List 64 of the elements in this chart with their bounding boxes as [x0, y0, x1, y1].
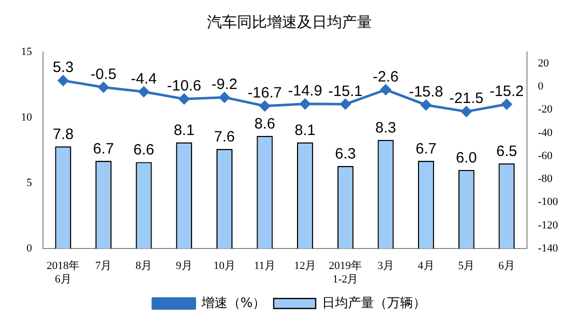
data-label: 5.3	[52, 59, 74, 76]
data-label: -21.5	[449, 90, 484, 108]
y-tick-label: 15	[21, 46, 32, 58]
data-label: -15.1	[328, 82, 362, 100]
y2-tick-label: -120	[538, 219, 558, 232]
point	[300, 98, 310, 110]
legend-label: 日均产量（万辆）	[322, 296, 426, 311]
x-tick-label: 10月	[213, 260, 236, 272]
data-label: -16.7	[248, 84, 282, 102]
y2-tick-label: 20	[538, 57, 550, 70]
data-label: 6.6	[133, 142, 154, 159]
point	[98, 82, 109, 93]
x-tick-label: 2018年 6月	[46, 260, 80, 286]
chart-title: 汽车同比增速及日均产量	[207, 12, 372, 31]
data-label: -15.2	[490, 82, 524, 100]
x-tick-label: 2019年 1-2月	[328, 260, 362, 286]
point	[501, 99, 512, 110]
data-label: 6.7	[416, 140, 436, 158]
y2-tick-label: -140	[538, 242, 558, 254]
x-tick-label: 6月	[498, 260, 515, 272]
y2-tick-label: -80	[538, 173, 553, 186]
data-label: -4.4	[130, 70, 157, 88]
data-label: 8.1	[174, 122, 195, 140]
point	[178, 94, 190, 104]
data-label: -0.5	[90, 66, 116, 83]
data-label: 8.3	[375, 119, 396, 136]
x-tick-label: 5月	[458, 260, 475, 272]
y2-tick-label: -60	[538, 150, 553, 162]
y2-tick-label: 0	[538, 80, 544, 93]
data-label: 6.0	[456, 150, 477, 167]
point	[260, 100, 270, 112]
point	[138, 86, 150, 98]
data-label: 7.6	[214, 128, 235, 146]
data-label: 8.1	[294, 122, 316, 140]
x-tick-label: 11月	[254, 260, 276, 272]
data-label: 7.8	[52, 126, 74, 144]
data-label: -15.8	[408, 84, 444, 101]
data-label: -2.6	[372, 68, 399, 86]
data-label: 8.6	[254, 116, 276, 133]
data-label: -9.2	[212, 76, 238, 93]
point	[340, 98, 351, 110]
point	[219, 92, 230, 103]
x-tick-label: 12月	[294, 260, 316, 272]
x-tick-label: 9月	[176, 260, 192, 272]
y-tick-label: 10	[21, 111, 32, 124]
data-label: -10.6	[167, 78, 202, 95]
y2-tick-label: -40	[538, 126, 553, 139]
y2-tick-label: -100	[538, 196, 558, 208]
y2-tick-label: -20	[538, 104, 553, 116]
x-tick-label: 3月	[377, 260, 394, 272]
y-tick-label: 0	[26, 242, 32, 254]
x-tick-label: 7月	[95, 260, 112, 272]
data-label: 6.5	[496, 143, 518, 160]
data-label: -14.9	[288, 82, 322, 100]
point	[58, 75, 68, 86]
point	[420, 100, 432, 110]
data-label: 6.3	[334, 146, 356, 163]
point	[380, 84, 391, 95]
x-tick-label: 8月	[136, 260, 152, 272]
y-tick-label: 5	[26, 176, 32, 189]
point	[461, 106, 472, 117]
legend-label: 增速（%）	[200, 296, 266, 311]
x-tick-label: 4月	[418, 260, 434, 272]
data-label: 6.7	[93, 140, 114, 158]
